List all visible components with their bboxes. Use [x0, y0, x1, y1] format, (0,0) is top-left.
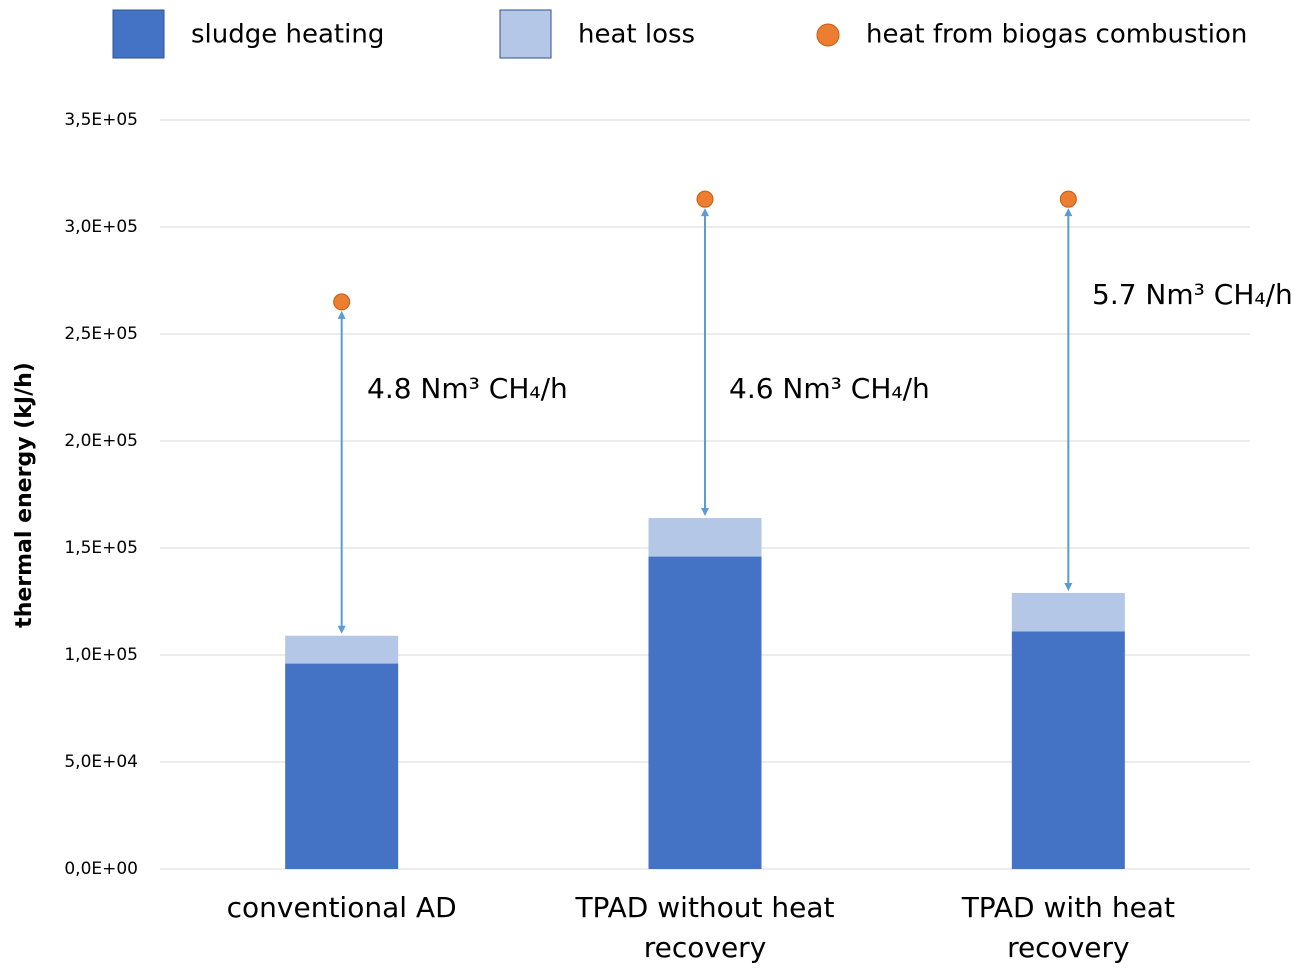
x-tick-label: conventional AD	[226, 891, 457, 924]
legend-label: sludge heating	[191, 20, 384, 50]
legend-swatch	[112, 9, 165, 59]
bar-segment	[285, 663, 399, 869]
legend-label: heat loss	[578, 20, 695, 50]
y-tick-label: 3,0E+05	[64, 217, 138, 237]
bar-segment	[1011, 631, 1125, 869]
legend-swatch	[499, 9, 552, 59]
arrow-head	[701, 508, 709, 517]
arrow-head	[337, 310, 346, 319]
arrow-head	[1064, 208, 1073, 217]
y-tick-label: 1,0E+05	[64, 645, 138, 665]
biogas-point	[1059, 190, 1077, 208]
x-tick-label: TPAD with heat recovery	[961, 891, 1175, 964]
arrow-head	[1064, 582, 1073, 591]
y-tick-label: 2,0E+05	[64, 431, 138, 451]
bar-segment	[648, 556, 762, 869]
x-tick-label: TPAD without heat recovery	[575, 891, 835, 964]
bar-segment	[648, 518, 762, 557]
y-tick-label: 1,5E+05	[64, 538, 138, 558]
annotation: 4.6 Nm³ CH₄/h	[729, 372, 930, 405]
y-axis-title: thermal energy (kJ/h)	[12, 362, 37, 628]
arrow-head	[337, 625, 346, 634]
y-tick-label: 2,5E+05	[64, 324, 138, 344]
bar-segment	[1011, 592, 1125, 632]
annotation: 5.7 Nm³ CH₄/h	[1092, 278, 1293, 311]
bar-segment	[285, 635, 399, 664]
arrow-head	[701, 208, 709, 217]
y-tick-label: 5,0E+04	[64, 752, 138, 772]
biogas-point	[696, 190, 714, 208]
annotation: 4.8 Nm³ CH₄/h	[367, 372, 568, 405]
y-tick-label: 0,0E+00	[64, 859, 138, 879]
legend-label: heat from biogas combustion	[866, 20, 1247, 50]
legend-marker	[816, 23, 840, 47]
y-tick-label: 3,5E+05	[64, 110, 138, 130]
biogas-point	[333, 293, 351, 311]
